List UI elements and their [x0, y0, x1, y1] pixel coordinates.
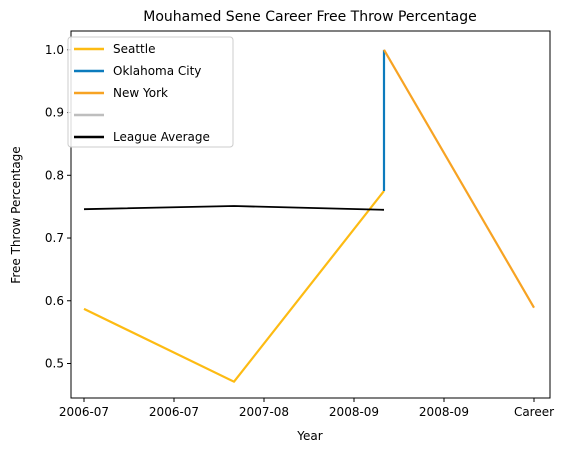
x-tick-label: 2008-09: [329, 405, 379, 419]
x-tick-label: 2006-07: [149, 405, 199, 419]
series-line-0: [83, 190, 385, 383]
y-tick-label: 1.0: [45, 43, 64, 57]
plot-frame: [70, 30, 551, 399]
y-tick-label: 0.9: [45, 106, 64, 120]
y-tick-label: 0.5: [45, 356, 64, 370]
legend-label: League Average: [113, 130, 210, 144]
plot-area: 0.5 0.6 0.7 0.8 0.9 1.0 2006-07 2006-07 2007-08 2…: [45, 30, 554, 419]
x-tick-label: 2006-07: [59, 405, 109, 419]
chart-title: Mouhamed Sene Career Free Throw Percenta…: [143, 9, 476, 25]
y-axis-label: Free Throw Percentage: [9, 146, 23, 283]
legend-label: New York: [113, 86, 168, 100]
y-tick-label: 0.8: [45, 168, 64, 182]
y-tick-label: 0.6: [45, 294, 64, 308]
legend-label: Oklahoma City: [113, 64, 201, 78]
x-tick-label: 2008-09: [419, 405, 469, 419]
series-line-2: [383, 49, 535, 309]
y-tick-label: 0.7: [45, 231, 64, 245]
x-tick-label: 2007-08: [239, 405, 289, 419]
legend-label: Seattle: [113, 42, 155, 56]
series-line-4: [83, 205, 385, 211]
x-axis-label: Year: [296, 429, 322, 443]
x-tick-label: Career: [514, 405, 554, 419]
legend-box: [67, 36, 234, 148]
